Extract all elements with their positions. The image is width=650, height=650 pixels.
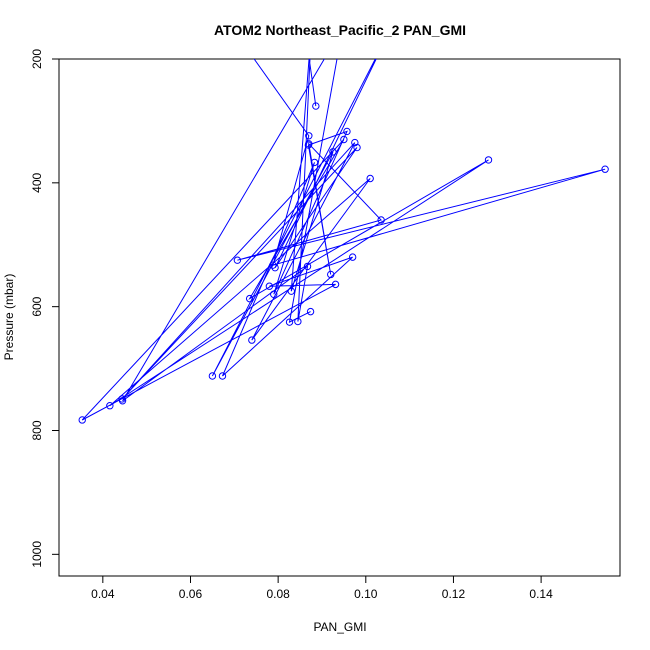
- y-axis: 200 400 600 800 1000: [30, 49, 59, 568]
- data-point: [303, 262, 312, 271]
- y-tick-label: 1000: [30, 541, 44, 568]
- plot-frame: [58, 58, 621, 577]
- data-point: [248, 336, 256, 344]
- data-point: [270, 290, 278, 298]
- data-point: [287, 287, 295, 295]
- data-point: [245, 294, 254, 303]
- data-point: [285, 318, 294, 326]
- data-point: [271, 263, 279, 272]
- data-point: [340, 135, 348, 144]
- data-point: [305, 132, 313, 140]
- data-point: [366, 174, 374, 183]
- x-tick-label: 0.12: [442, 587, 466, 601]
- series-line: [81, 59, 606, 421]
- data-point: [304, 141, 313, 149]
- x-tick-label: 0.06: [179, 587, 203, 601]
- x-axis-label: PAN_GMI: [313, 620, 366, 634]
- data-point: [265, 282, 274, 290]
- x-axis: 0.04 0.06 0.08 0.10 0.12 0.14: [91, 576, 553, 601]
- data-point: [351, 138, 359, 147]
- data-point: [353, 143, 361, 152]
- y-axis-label: Pressure (mbar): [2, 274, 16, 361]
- data-point: [118, 397, 127, 405]
- data-point: [312, 102, 320, 110]
- data-point: [343, 127, 351, 136]
- y-tick-label: 800: [30, 420, 44, 440]
- data-point: [208, 372, 217, 380]
- y-tick-label: 400: [30, 173, 44, 193]
- data-point: [310, 158, 319, 167]
- data-point: [269, 261, 277, 269]
- data-point: [294, 317, 302, 326]
- data-point: [331, 280, 340, 289]
- data-point: [327, 270, 335, 279]
- data-point: [484, 156, 493, 164]
- plot-area: [78, 59, 609, 424]
- data-point: [233, 256, 242, 264]
- data-point: [601, 165, 609, 173]
- data-point: [377, 216, 385, 224]
- y-tick-label: 200: [30, 49, 44, 69]
- data-point: [106, 402, 114, 410]
- data-point: [306, 307, 315, 316]
- x-tick-label: 0.14: [529, 587, 553, 601]
- data-point: [348, 253, 357, 261]
- x-tick-label: 0.10: [354, 587, 378, 601]
- y-tick-label: 600: [30, 296, 44, 316]
- data-point: [78, 416, 86, 424]
- chart-title: ATOM2 Northeast_Pacific_2 PAN_GMI: [214, 22, 466, 38]
- x-tick-label: 0.04: [91, 587, 115, 601]
- data-point: [218, 372, 227, 380]
- data-point: [329, 148, 337, 156]
- x-tick-label: 0.08: [266, 587, 290, 601]
